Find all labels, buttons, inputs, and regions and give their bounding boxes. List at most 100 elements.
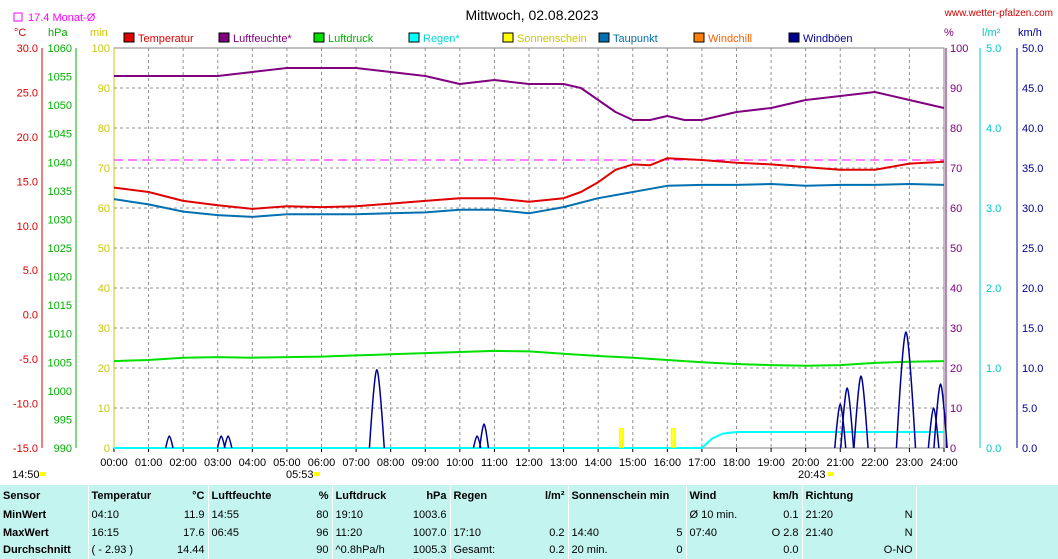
summary-header-sun: Sonnenschein min bbox=[567, 485, 687, 508]
summary-row-label: MaxWert bbox=[3, 526, 49, 539]
legend-swatch bbox=[218, 32, 230, 43]
rain-line bbox=[114, 431, 944, 449]
weather-chart: 00:00 01:00 02:00 03:00 04:00 05:00 06:00 07:00… bbox=[12, 7, 1053, 481]
pressure-tick-label: 1040 bbox=[48, 157, 72, 169]
summary-cell: 80 bbox=[316, 509, 329, 522]
x-tick-label: 16:00 bbox=[654, 457, 682, 469]
wind-gust-burst bbox=[927, 407, 940, 449]
sunshine-tick-label: 100 bbox=[92, 43, 110, 55]
summary-cell: 19:10 bbox=[331, 507, 404, 525]
summary-header-dir: Richtung bbox=[801, 485, 917, 508]
pressure-tick-label: 1005 bbox=[48, 357, 72, 369]
x-tick-label: 24:00 bbox=[930, 457, 958, 469]
humidity-tick-label: 30 bbox=[950, 323, 962, 335]
temperature-line bbox=[113, 157, 945, 210]
x-tick-label: 10:00 bbox=[446, 457, 474, 469]
summary-table: Sensor Temperatur °C Luftfeuchte % Luftd… bbox=[0, 485, 1058, 559]
sunshine-tick-label: 50 bbox=[98, 243, 110, 255]
legend-swatch bbox=[598, 32, 610, 43]
pressure-tick-label: 1020 bbox=[48, 272, 72, 284]
sunrise-sun-icon bbox=[314, 472, 320, 476]
sunshine-tick-label: 70 bbox=[98, 163, 110, 175]
pressure-line bbox=[113, 349, 945, 367]
wind-gust-burst bbox=[933, 383, 948, 449]
summary-header-rain-unit: l/m² bbox=[544, 490, 565, 503]
wind-gust-burst bbox=[895, 331, 917, 449]
legend-label: Taupunkt bbox=[613, 33, 658, 45]
summary-header-wind-unit: km/h bbox=[772, 490, 799, 503]
pressure-tick-label: 990 bbox=[54, 443, 72, 455]
summary-cell bbox=[915, 541, 1058, 559]
summary-cell: 20 min. bbox=[567, 541, 652, 559]
temp-tick-label: 15.0 bbox=[17, 176, 38, 188]
pressure-tick-label: 1025 bbox=[48, 243, 72, 255]
legend-label: Luftfeuchte* bbox=[233, 33, 292, 45]
wind-gust-burst bbox=[368, 368, 385, 449]
sunrise-time: 05:53 bbox=[286, 469, 314, 481]
sunshine-bar bbox=[618, 428, 621, 448]
summary-cell: 11:20 bbox=[331, 524, 404, 542]
x-tick-label: 23:00 bbox=[896, 457, 924, 469]
summary-cell bbox=[915, 524, 1058, 542]
legend-label: Windböen bbox=[803, 33, 853, 45]
pressure-tick-label: 995 bbox=[54, 414, 72, 426]
wind-unit: km/h bbox=[1018, 27, 1042, 39]
wind-tick-label: 45.0 bbox=[1022, 83, 1043, 95]
humidity-tick-label: 90 bbox=[950, 83, 962, 95]
summary-cell: 06:45 bbox=[207, 524, 304, 542]
summary-cell: 14.44 bbox=[176, 543, 205, 556]
x-tick-label: 04:00 bbox=[239, 457, 267, 469]
temp-tick-label: 0.0 bbox=[23, 310, 38, 322]
wind-tick-label: 30.0 bbox=[1022, 203, 1043, 215]
x-tick-label: 14:00 bbox=[584, 457, 612, 469]
summary-header-press-unit: hPa bbox=[426, 490, 447, 503]
sunset-time: 20:43 bbox=[798, 469, 826, 481]
humidity-tick-label: 0 bbox=[950, 443, 956, 455]
wind-tick-label: 40.0 bbox=[1022, 123, 1043, 135]
x-tick-label: 17:00 bbox=[688, 457, 716, 469]
humidity-tick-label: 40 bbox=[950, 283, 962, 295]
sunshine-bar bbox=[670, 428, 673, 448]
temp-tick-label: 20.0 bbox=[17, 132, 38, 144]
site-link[interactable]: www.wetter-pfalzen.com bbox=[944, 8, 1053, 19]
summary-cell: 0 bbox=[676, 543, 683, 556]
monthly-avg-label: 17.4 Monat-Ø bbox=[28, 12, 96, 24]
summary-cell: ^0.8hPa/h bbox=[331, 541, 404, 559]
summary-header-rain: Regen bbox=[449, 485, 530, 508]
summary-cell: 0.1 bbox=[783, 509, 799, 522]
summary-cell bbox=[801, 541, 879, 559]
rain-unit: l/m² bbox=[982, 27, 1001, 39]
chart-series bbox=[113, 67, 948, 449]
x-tick-label: 06:00 bbox=[308, 457, 336, 469]
sunshine-tick-label: 80 bbox=[98, 123, 110, 135]
x-tick-label: 09:00 bbox=[411, 457, 439, 469]
pressure-tick-label: 1060 bbox=[48, 43, 72, 55]
summary-cell: N bbox=[904, 526, 913, 539]
summary-header-hum-unit: % bbox=[318, 490, 329, 503]
summary-row-max: MaxWert 16:15 17.6 06:45 96 11:20 1007.0… bbox=[0, 524, 1058, 542]
sunshine-unit: min bbox=[90, 27, 108, 39]
x-tick-label: 02:00 bbox=[169, 457, 197, 469]
summary-cell: 07:40 bbox=[685, 524, 765, 542]
wind-gust-burst bbox=[472, 435, 482, 449]
pressure-tick-label: 1035 bbox=[48, 186, 72, 198]
summary-header-hum: Luftfeuchte bbox=[207, 485, 304, 508]
sunshine-tick-label: 60 bbox=[98, 203, 110, 215]
legend-label: Sonnenschein bbox=[517, 33, 587, 45]
summary-header-row: Sensor Temperatur °C Luftfeuchte % Luftd… bbox=[0, 485, 1058, 508]
rain-tick-label: 1.0 bbox=[986, 363, 1001, 375]
summary-header-blank bbox=[915, 485, 1058, 508]
summary-cell: O 2.8 bbox=[771, 526, 799, 539]
summary-cell: 14:55 bbox=[207, 507, 304, 525]
summary-cell: 5 bbox=[676, 526, 683, 539]
summary-cell: 0.2 bbox=[549, 543, 565, 556]
x-tick-label: 05:00 bbox=[273, 457, 301, 469]
legend-swatch bbox=[123, 32, 135, 43]
wind-gust-burst bbox=[164, 435, 174, 449]
summary-cell: 04:10 bbox=[87, 507, 166, 525]
legend-swatch bbox=[502, 32, 514, 43]
summary-header-temp-unit: °C bbox=[192, 490, 205, 503]
legend-label: Regen* bbox=[423, 33, 460, 45]
x-tick-label: 11:00 bbox=[481, 457, 508, 469]
summary-cell: 1007.0 bbox=[412, 526, 447, 539]
